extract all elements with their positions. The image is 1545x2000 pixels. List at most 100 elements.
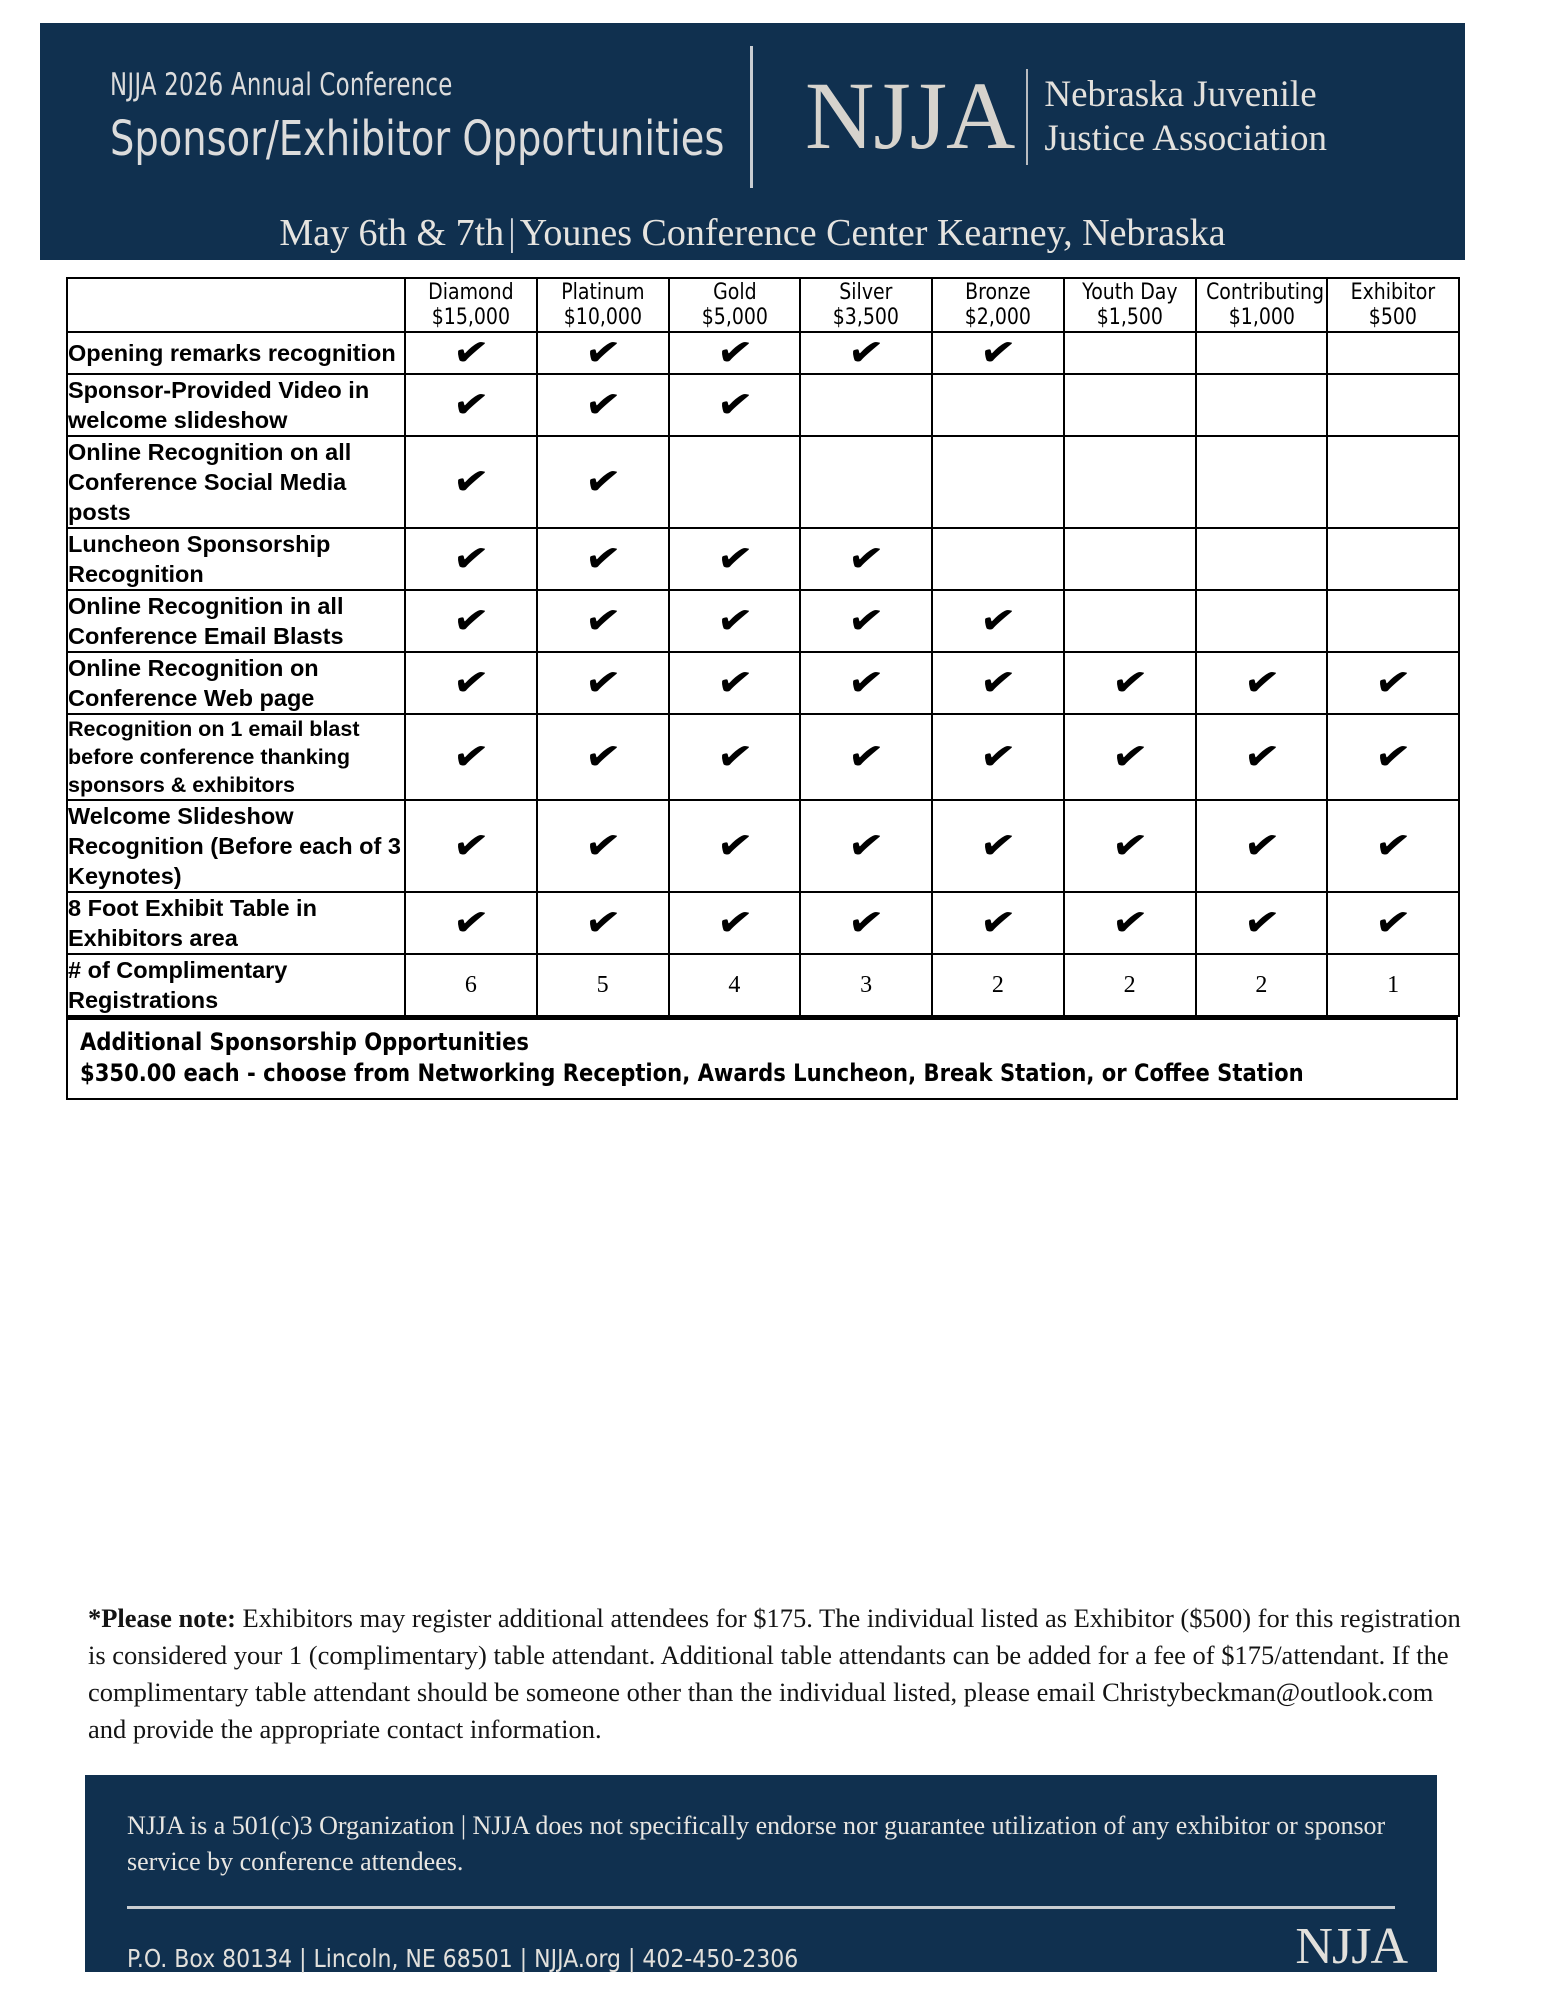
check-icon: ✔ [581, 595, 624, 647]
header-eyebrow: NJJA 2026 Annual Conference [110, 66, 453, 103]
check-icon: ✔ [581, 897, 624, 949]
benefit-cell: 1 [1326, 953, 1460, 1017]
benefit-cell: ✔ [799, 891, 933, 955]
benefit-cell: ✔ [535, 713, 670, 801]
benefit-cell: ✔ [667, 891, 802, 955]
check-icon: ✔ [450, 897, 492, 949]
tier-price: $2,000 [964, 305, 1031, 330]
benefit-cell: 4 [667, 953, 802, 1017]
check-icon: ✔ [845, 533, 887, 585]
tier-price: $1,000 [1228, 305, 1295, 330]
check-icon: ✔ [581, 379, 624, 431]
table-row: Recognition on 1 email blast before conf… [66, 713, 1460, 801]
benefit-cell: ✔ [667, 589, 802, 653]
benefit-cell [931, 527, 1065, 591]
benefit-cell: ✔ [799, 799, 933, 893]
check-icon: ✔ [450, 820, 492, 872]
benefit-cell: ✔ [404, 799, 538, 893]
benefit-cell [1062, 527, 1197, 591]
table-row: Welcome Slideshow Recognition (Before ea… [66, 799, 1460, 893]
tier-header-diamond: Diamond $15,000 [404, 277, 538, 333]
benefit-cell: ✔ [667, 799, 802, 893]
sponsorship-benefits-table: Diamond $15,000 Platinum $10,000 Gold $5,000 S… [66, 277, 1460, 1017]
footer-rule [127, 1906, 1395, 1909]
tier-name: Silver [839, 280, 893, 305]
tier-price: $15,000 [431, 305, 510, 330]
benefit-cell: ✔ [799, 589, 933, 653]
table-row: 8 Foot Exhibit Table in Exhibitors area ✔… [66, 891, 1460, 955]
benefit-cell [1194, 331, 1329, 375]
benefit-cell: ✔ [404, 527, 538, 591]
tier-price: $5,000 [701, 305, 768, 330]
tier-price: $500 [1369, 305, 1418, 330]
benefit-cell: 2 [1194, 953, 1329, 1017]
conference-date: May 6th & 7th [279, 212, 505, 254]
table-row: Online Recognition in all Conference Ema… [66, 589, 1460, 653]
check-icon: ✔ [1240, 731, 1283, 783]
benefit-cell: 2 [1062, 953, 1197, 1017]
table-row: Luncheon Sponsorship Recognition ✔ ✔ ✔ ✔ [66, 527, 1460, 591]
tier-name: Bronze [965, 280, 1031, 305]
check-icon: ✔ [581, 327, 624, 379]
benefit-cell: 3 [799, 953, 933, 1017]
check-icon: ✔ [713, 379, 756, 431]
table-body: Opening remarks recognition ✔ ✔ ✔ ✔ ✔ Sponsor-… [66, 327, 1460, 1017]
benefit-cell: ✔ [931, 328, 1065, 378]
check-icon: ✔ [1240, 820, 1283, 872]
benefit-label: Online Recognition on Conference Web pag… [66, 651, 406, 715]
benefit-cell: ✔ [799, 527, 933, 591]
registration-count: 2 [1255, 971, 1268, 998]
njja-logo-mark: NJJA [805, 62, 1015, 170]
benefit-cell [1062, 331, 1197, 375]
tier-header-exhibitor: Exhibitor $500 [1326, 277, 1460, 333]
check-icon: ✔ [450, 731, 492, 783]
benefit-cell: 2 [931, 953, 1065, 1017]
benefit-cell: ✔ [1326, 891, 1460, 955]
benefit-cell [1194, 435, 1329, 529]
benefit-cell: ✔ [667, 527, 802, 591]
benefit-cell: ✔ [535, 435, 670, 529]
registration-count: 6 [464, 971, 477, 998]
benefit-cell [1194, 589, 1329, 653]
benefit-cell: ✔ [931, 713, 1065, 801]
benefit-cell: ✔ [404, 589, 538, 653]
benefit-cell: ✔ [1194, 891, 1329, 955]
check-icon: ✔ [713, 595, 756, 647]
table-header: Diamond $15,000 Platinum $10,000 Gold $5,000 S… [66, 277, 1460, 333]
benefit-cell: ✔ [1062, 651, 1197, 715]
date-venue-separator: | [508, 212, 516, 254]
check-icon: ✔ [581, 731, 624, 783]
benefit-cell: ✔ [931, 799, 1065, 893]
conference-venue: Younes Conference Center Kearney, Nebras… [519, 212, 1226, 254]
benefit-cell: ✔ [1326, 651, 1460, 715]
org-name-line1: Nebraska Juvenile [1044, 73, 1317, 115]
check-icon: ✔ [1372, 820, 1414, 872]
tier-header-bronze: Bronze $2,000 [931, 277, 1065, 333]
tier-name: Exhibitor [1350, 280, 1436, 305]
check-icon: ✔ [1108, 731, 1151, 783]
njja-logo: NJJA Nebraska Juvenile Justice Associati… [753, 62, 1327, 170]
benefit-cell [1062, 589, 1197, 653]
check-icon: ✔ [450, 456, 492, 508]
benefit-cell [799, 435, 933, 529]
benefit-cell: ✔ [931, 891, 1065, 955]
check-icon: ✔ [713, 327, 756, 379]
check-icon: ✔ [977, 820, 1019, 872]
check-icon: ✔ [1372, 897, 1414, 949]
benefit-cell: ✔ [404, 651, 538, 715]
check-icon: ✔ [1108, 820, 1151, 872]
benefit-cell [799, 373, 933, 437]
tier-header-silver: Silver $3,500 [799, 277, 933, 333]
logo-divider [1026, 68, 1029, 165]
check-icon: ✔ [1240, 657, 1283, 709]
date-venue-bar: May 6th & 7th | Younes Conference Center K… [40, 210, 1465, 260]
benefit-cell: ✔ [931, 589, 1065, 653]
benefit-cell: ✔ [667, 373, 802, 437]
check-icon: ✔ [845, 820, 887, 872]
benefit-label: Sponsor-Provided Video in welcome slides… [66, 373, 406, 437]
registration-count: 2 [1123, 971, 1136, 998]
check-icon: ✔ [1372, 657, 1414, 709]
check-icon: ✔ [977, 595, 1019, 647]
additional-opportunities-title: Additional Sponsorship Opportunities [80, 1028, 529, 1056]
